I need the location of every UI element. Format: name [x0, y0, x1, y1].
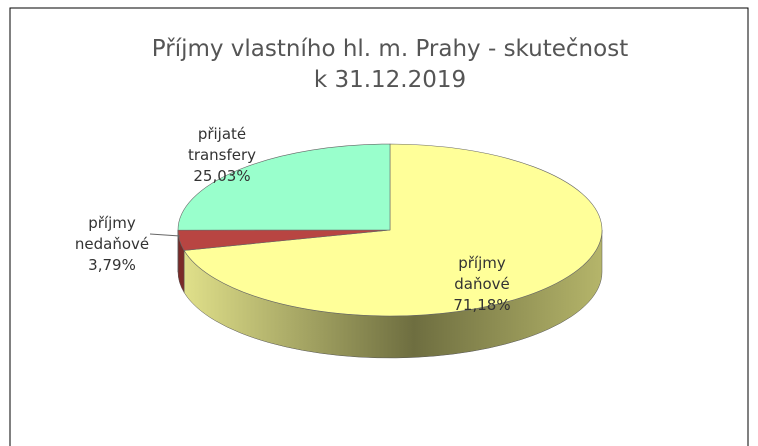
slice: [177, 143, 391, 231]
category-label: příjmy: [458, 254, 506, 272]
slice: [183, 143, 603, 317]
category-label: daňové: [454, 275, 510, 293]
category-label: transfery: [188, 146, 256, 164]
data-label: příjmy daňové 71,18%: [453, 254, 510, 314]
category-label: přijaté: [198, 125, 246, 143]
value-label: 25,03%: [193, 167, 250, 185]
data-label: příjmy nedaňové 3,79%: [75, 214, 149, 274]
category-label: příjmy: [88, 214, 136, 232]
leader-line: [149, 233, 181, 237]
value-label: 3,79%: [88, 256, 136, 274]
chart-title: Příjmy vlastního hl. m. Prahy - skutečno…: [152, 36, 628, 93]
data-label: přijaté transfery 25,03%: [188, 125, 256, 185]
category-label: nedaňové: [75, 235, 149, 253]
value-label: 71,18%: [453, 296, 510, 314]
